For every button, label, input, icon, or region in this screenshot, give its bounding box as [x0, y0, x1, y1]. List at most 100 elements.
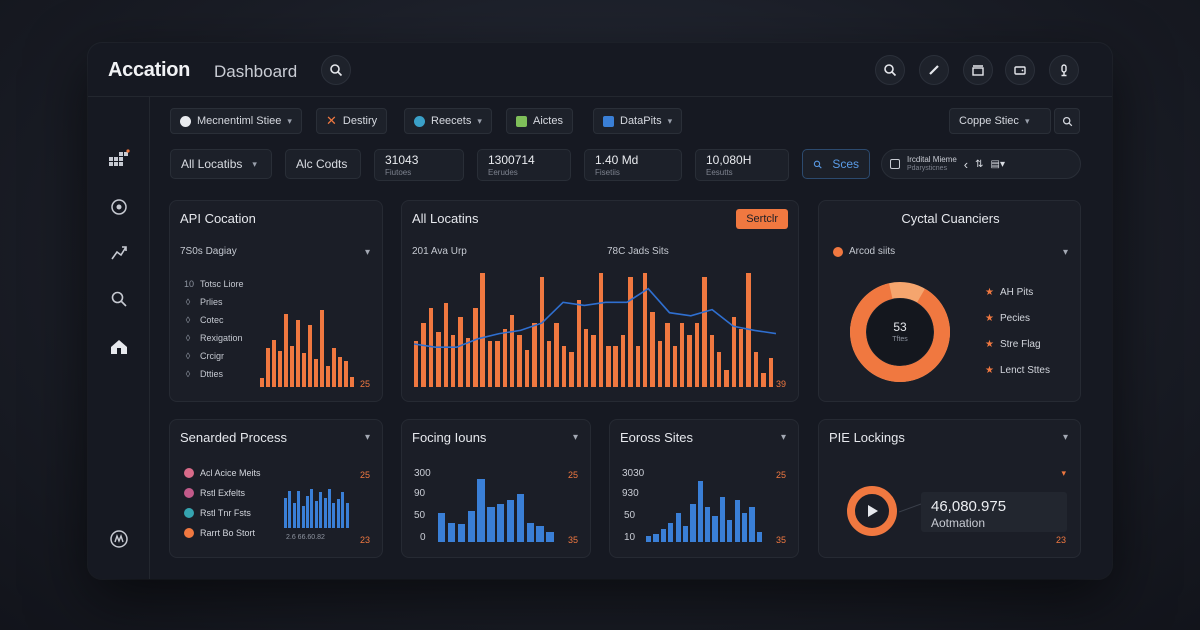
chevron-down-icon[interactable]: ▾ [780, 432, 786, 443]
chart-bar [506, 500, 515, 542]
chart-bar [709, 334, 714, 387]
nav-sub: Pdarysticnes [907, 165, 948, 172]
chart-bar [284, 313, 288, 387]
search-icon[interactable] [875, 55, 905, 85]
chart-bar [516, 494, 525, 542]
chart-bar [768, 358, 774, 387]
table-icon[interactable]: ▤▾ [990, 158, 1005, 170]
corner-value: 35 [775, 535, 786, 545]
cyclical-donut-chart [850, 282, 950, 382]
chart-bar [746, 273, 751, 387]
chart-bar [326, 365, 330, 387]
chart-bar [320, 309, 324, 387]
settings-circle-icon[interactable] [105, 193, 133, 221]
legend-item: Acl Acice Meits [184, 468, 261, 478]
toolbar-search-button[interactable] [1054, 108, 1080, 134]
chip-mecnentiml[interactable]: Mecnentiml Stiee ▾ [170, 108, 302, 134]
chevron-down-icon[interactable]: ▾ [364, 247, 370, 258]
chevron-down-icon[interactable]: ▾ [364, 432, 370, 443]
trend-icon[interactable] [105, 239, 133, 267]
chart-bar [436, 332, 441, 387]
corner-value: 23 [359, 535, 370, 545]
chart-bar [741, 513, 748, 542]
chart-bar [724, 369, 729, 387]
search-filter-button[interactable]: Sces [802, 149, 870, 179]
cyclical-card: Cyctal Cuanciers Arcod siits ▾ 53 Tftes … [818, 200, 1081, 402]
star-icon: ★ [985, 339, 994, 350]
chart-bar [675, 513, 681, 542]
chart-bar [421, 323, 426, 387]
chart-bar [260, 378, 264, 387]
logo-icon[interactable] [105, 525, 133, 553]
chart-bar [308, 325, 312, 387]
chart-bar [668, 522, 674, 542]
star-icon: ★ [985, 287, 994, 298]
cyclical-select[interactable]: Arcod siits [833, 246, 895, 257]
grid-chart-icon[interactable] [105, 145, 133, 173]
chart-bar [306, 495, 310, 528]
search-icon[interactable] [105, 285, 133, 313]
chevron-left-icon[interactable]: ‹ [963, 156, 969, 172]
navigation-control[interactable]: Ircdital Mieme Pdarysticnes ‹ ⇅ ▤▾ [881, 149, 1081, 179]
chevron-down-icon: ▾ [667, 115, 673, 126]
chart-bar [660, 529, 667, 542]
locations-filter[interactable]: All Locatibs ▾ [170, 149, 272, 179]
button-label: Sces [832, 157, 859, 171]
coppe-select[interactable]: Coppe Stiec ▾ [949, 108, 1051, 134]
pie-lockings-card: PIE Lockings ▾ ▾ 46,080.975 Aotmation 23 [818, 419, 1081, 558]
focing-card: Focing Iouns ▾ 300 90 50 0 25 35 [401, 419, 591, 558]
chart-bar [266, 348, 270, 387]
clapper-icon[interactable] [963, 55, 993, 85]
sertclr-button[interactable]: Sertclr [736, 209, 788, 229]
chip-dot-icon [414, 115, 425, 127]
card-title: Focing Iouns [412, 430, 487, 445]
chart-bar [682, 526, 689, 542]
corner-value: 23 [1055, 535, 1066, 545]
chart-bar [345, 503, 349, 528]
chart-bar [473, 308, 478, 387]
chip-destiry[interactable]: ✕ Destiry [316, 108, 388, 134]
chip-datapits[interactable]: DataPits ▾ [593, 108, 683, 134]
chart-bar [620, 334, 626, 387]
list-item: ◊ Cotec [185, 315, 224, 325]
axis-tick: 930 [622, 488, 639, 499]
chart-bar [712, 516, 718, 542]
stat-value: 31043 [385, 153, 419, 167]
microphone-icon[interactable] [1049, 55, 1079, 85]
chevron-down-icon[interactable]: ▾ [572, 432, 578, 443]
chart-bar [546, 340, 552, 387]
pie-sub: Aotmation [931, 516, 986, 530]
codes-filter[interactable]: Alc Codts [285, 149, 361, 179]
split-icon[interactable]: ⇅ [975, 158, 984, 170]
chart-bar [438, 513, 446, 542]
chart-bar [465, 338, 471, 387]
chip-reecets[interactable]: Reecets ▾ [404, 108, 492, 134]
chart-bar [653, 534, 659, 542]
chart-bar [716, 352, 722, 387]
wallet-icon[interactable] [1005, 55, 1035, 85]
corner-value: 25 [567, 470, 578, 480]
corner-value: 25 [359, 379, 370, 389]
home-icon[interactable] [105, 333, 133, 361]
legend-item: ★ Pecies [985, 313, 1030, 324]
chart-bar [606, 346, 611, 387]
chevron-down-icon[interactable]: ▾ [1062, 432, 1068, 443]
chip-aictes[interactable]: Aictes [506, 108, 573, 134]
search-icon[interactable] [321, 55, 351, 85]
play-ring-icon[interactable] [845, 484, 899, 538]
card-title: Cyctal Cuanciers [901, 211, 1000, 226]
donut-hole [867, 299, 933, 365]
donut-center-value: 53 [893, 320, 907, 334]
stat-card: 1300714 Eerudes [477, 149, 571, 181]
chart-bar [734, 500, 740, 542]
chart-bar [296, 319, 300, 387]
card-title: PIE Lockings [829, 430, 905, 445]
eoross-bar-chart [646, 478, 764, 542]
card-title: Eoross Sites [620, 430, 693, 445]
chevron-down-icon[interactable]: ▾ [1062, 247, 1068, 258]
chart-bar [694, 323, 700, 387]
locations-line-chart [414, 287, 776, 348]
pen-icon[interactable] [919, 55, 949, 85]
legend-item: ★ AH Pits [985, 287, 1034, 298]
donut-center-sub: Tftes [892, 336, 908, 343]
